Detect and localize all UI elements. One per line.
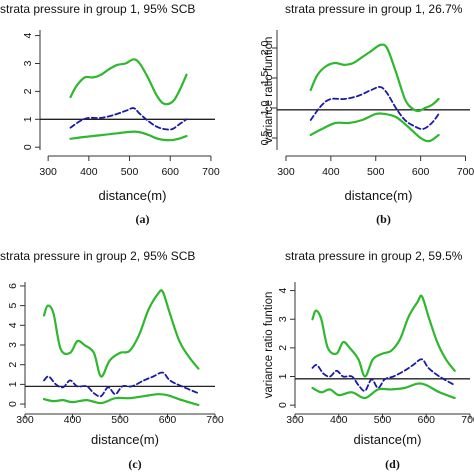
x-tick-label: 500 — [367, 166, 385, 178]
series-band-upper — [69, 58, 188, 106]
y-tick-label: 5 — [7, 303, 19, 309]
panel-caption: (c) — [128, 457, 141, 471]
y-tick-label: 0 — [7, 401, 19, 407]
x-tick-label: 600 — [161, 166, 179, 178]
x-tick-label: 400 — [64, 414, 82, 426]
y-axis-label: variance ratio funtion — [263, 37, 275, 144]
x-tick-label: 500 — [111, 414, 129, 426]
series-band-lower — [69, 130, 188, 142]
panel-caption: (a) — [136, 212, 150, 226]
series-estimate — [309, 86, 440, 130]
y-tick-label: 1 — [7, 381, 19, 387]
series-band-upper — [42, 289, 200, 378]
x-tick-label: 500 — [374, 414, 392, 426]
x-tick-label: 700 — [461, 414, 474, 426]
y-tick-label: 1 — [277, 373, 289, 379]
x-tick-label: 700 — [202, 166, 220, 178]
x-axis-label: distance(m) — [345, 188, 413, 203]
x-tick-label: 600 — [412, 166, 430, 178]
panel-title: strata pressure in group 1, 26.7% — [285, 2, 463, 16]
y-tick-label: 0.5 — [259, 131, 271, 146]
y-tick-label: 2 — [7, 362, 19, 368]
x-tick-label: 700 — [206, 414, 224, 426]
y-tick-label: 1.0 — [259, 101, 271, 116]
y-tick-label: 0 — [277, 402, 289, 408]
x-tick-label: 600 — [159, 414, 177, 426]
y-tick-label: 1.5 — [259, 71, 271, 86]
series-band-upper — [311, 294, 456, 378]
panel-b: strata pressure in group 1, 26.7% 300 400 5… — [259, 2, 474, 226]
x-tick-label: 400 — [330, 414, 348, 426]
series-estimate — [311, 358, 456, 392]
x-tick-label: 300 — [16, 414, 34, 426]
x-tick-label: 300 — [286, 414, 304, 426]
y-tick-label: 4 — [277, 288, 289, 294]
x-axis-label: distance(m) — [354, 432, 422, 447]
series-band-upper — [309, 43, 440, 113]
y-tick-label: 3 — [277, 316, 289, 322]
y-tick-label: 3 — [7, 342, 19, 348]
x-tick-label: 400 — [80, 166, 98, 178]
panel-caption: (b) — [376, 212, 391, 226]
y-tick-label: 4 — [7, 322, 19, 328]
x-tick-label: 400 — [322, 166, 340, 178]
y-tick-label: 2 — [22, 88, 34, 94]
panel-title: strata pressure in group 2, 59.5% — [285, 249, 463, 263]
y-tick-label: 2 — [277, 345, 289, 351]
x-axis-label: distance(m) — [99, 188, 167, 203]
x-tick-label: 500 — [121, 166, 139, 178]
x-axis-label: distance(m) — [91, 432, 159, 447]
y-tick-label: 3 — [22, 60, 34, 66]
panel-caption: (d) — [385, 457, 400, 471]
y-tick-label: 6 — [7, 283, 19, 289]
y-tick-label: 4 — [22, 33, 34, 39]
series-estimate — [69, 107, 188, 131]
x-tick-label: 300 — [277, 166, 295, 178]
y-tick-label: 2.0 — [259, 41, 271, 56]
y-tick-label: 0 — [22, 144, 34, 150]
series-band-lower — [42, 393, 200, 407]
x-tick-label: 300 — [39, 166, 57, 178]
series-estimate — [43, 371, 200, 398]
y-tick-label: 1 — [22, 116, 34, 122]
panel-d: strata pressure in group 2, 59.5% 300 400 5… — [263, 249, 474, 471]
y-axis-label: variance ratio funtion — [263, 292, 275, 399]
panel-title: strata pressure in group 2, 95% SCB — [0, 249, 195, 263]
x-tick-label: 600 — [417, 414, 435, 426]
x-tick-label: 700 — [457, 166, 474, 178]
series-band-lower — [309, 112, 440, 143]
panel-title: strata pressure in group 1, 95% SCB — [0, 2, 195, 16]
series-band-lower — [311, 382, 456, 400]
